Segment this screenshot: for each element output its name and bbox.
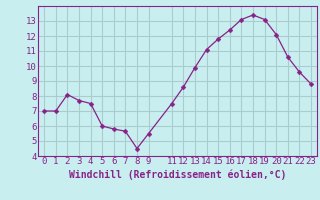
- X-axis label: Windchill (Refroidissement éolien,°C): Windchill (Refroidissement éolien,°C): [69, 169, 286, 180]
